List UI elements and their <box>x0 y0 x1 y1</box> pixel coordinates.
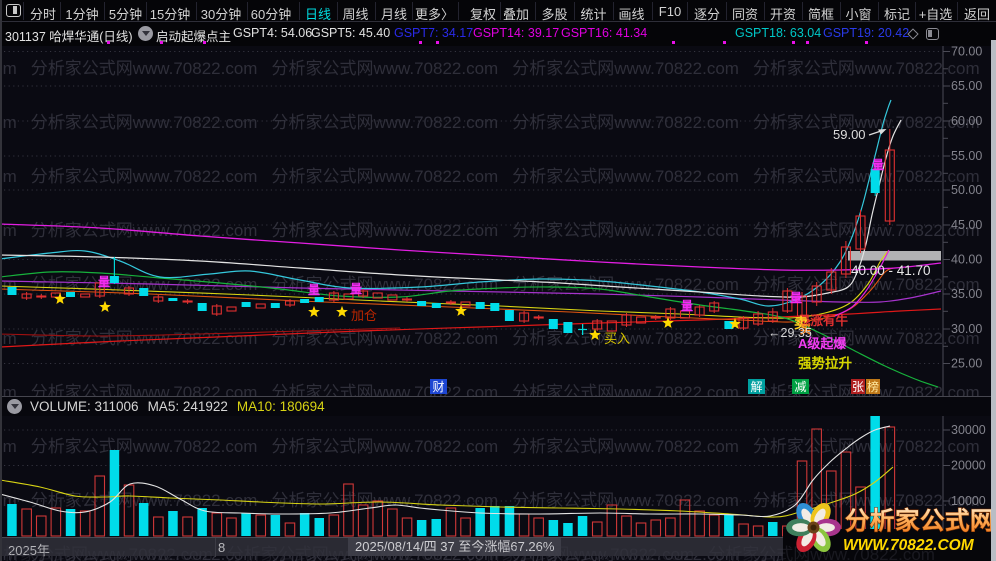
svg-text:加仓: 加仓 <box>351 308 377 323</box>
svg-text:70.00: 70.00 <box>951 45 982 59</box>
svg-text:35.00: 35.00 <box>951 287 982 301</box>
svg-text:买入: 买入 <box>604 331 630 346</box>
svg-text:买: 买 <box>800 323 811 336</box>
svg-text:20000: 20000 <box>951 459 986 473</box>
svg-text:强势拉升: 强势拉升 <box>798 355 852 371</box>
svg-text:30.00: 30.00 <box>951 322 982 336</box>
svg-text:10000: 10000 <box>951 494 986 508</box>
svg-text:59.00: 59.00 <box>833 127 866 142</box>
svg-text:40.00: 40.00 <box>951 253 982 267</box>
svg-text:50.00: 50.00 <box>951 183 982 197</box>
svg-text:量: 量 <box>98 275 110 289</box>
svg-text:55.00: 55.00 <box>951 149 982 163</box>
svg-text:财: 财 <box>432 380 444 394</box>
svg-text:A级起爆: A级起爆 <box>798 336 847 351</box>
svg-text:量: 量 <box>790 291 802 305</box>
svg-text:60.00: 60.00 <box>951 114 982 128</box>
svg-text:40.00 - 41.70: 40.00 - 41.70 <box>851 263 931 278</box>
svg-text:量: 量 <box>872 158 884 172</box>
svg-text:量: 量 <box>681 299 693 313</box>
svg-text:量: 量 <box>308 283 320 297</box>
svg-text:分析家公式网: 分析家公式网 <box>845 506 995 535</box>
svg-text:25.00: 25.00 <box>951 357 982 371</box>
svg-text:暴涨有牛: 暴涨有牛 <box>797 313 849 328</box>
svg-text:45.00: 45.00 <box>951 218 982 232</box>
svg-text:卖: 卖 <box>794 315 808 331</box>
svg-text:30000: 30000 <box>951 423 986 437</box>
svg-text:←29.35: ←29.35 <box>768 326 812 340</box>
svg-text:张: 张 <box>852 380 864 394</box>
svg-text:减: 减 <box>794 380 806 394</box>
svg-text:解: 解 <box>750 380 762 394</box>
svg-text:65.00: 65.00 <box>951 79 982 93</box>
svg-text:量: 量 <box>350 282 362 296</box>
svg-text:榜: 榜 <box>867 379 879 394</box>
